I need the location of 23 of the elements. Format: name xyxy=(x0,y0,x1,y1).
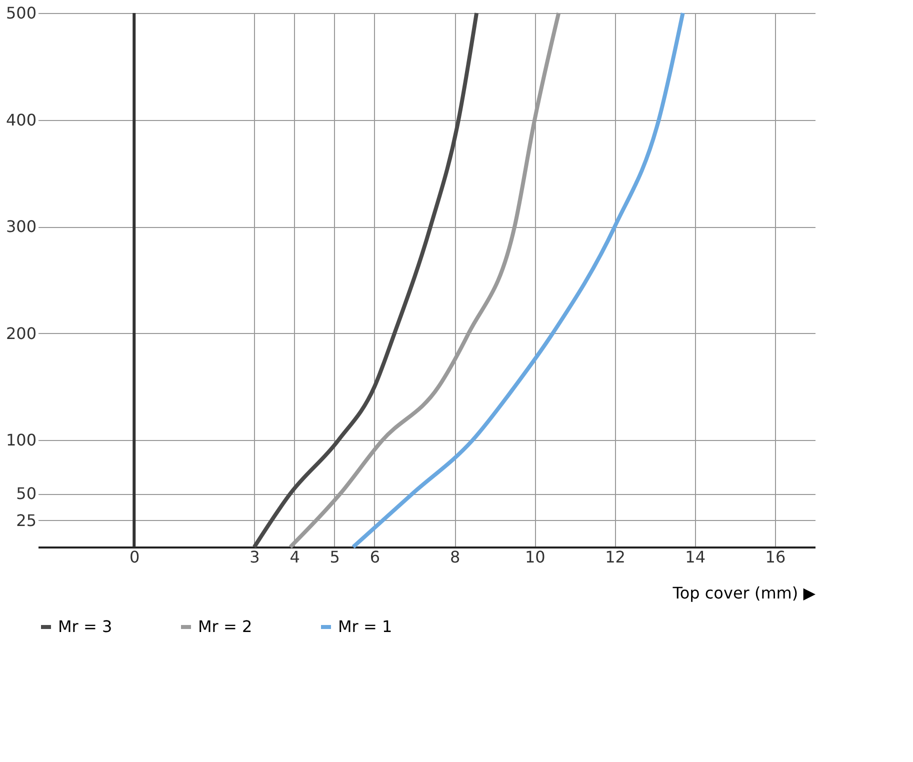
x-axis-title: Top cover (mm) ▶ xyxy=(672,584,816,602)
x-tick-label: 5 xyxy=(330,548,340,566)
line-series xyxy=(351,11,685,549)
x-tick-label: 0 xyxy=(130,548,140,566)
legend-label: Mr = 2 xyxy=(198,617,252,636)
x-tick-label: 3 xyxy=(250,548,260,566)
x-tick-label: 14 xyxy=(685,548,706,566)
y-tick-label: 500 xyxy=(6,4,36,22)
y-tick-label: 25 xyxy=(16,510,36,530)
y-tick-label: 400 xyxy=(6,110,36,130)
y-tick-label: 100 xyxy=(6,430,36,450)
y-tick-label: 200 xyxy=(6,324,36,343)
x-tick-label: 4 xyxy=(290,548,300,566)
x-tick-label: 8 xyxy=(450,548,460,566)
x-tick-label: 16 xyxy=(765,548,786,566)
x-tick-label: 6 xyxy=(370,548,380,566)
legend-label: Mr = 3 xyxy=(58,617,112,636)
x-tick-label: 12 xyxy=(605,548,626,566)
y-tick-label: 50 xyxy=(16,484,36,504)
legend-label: Mr = 1 xyxy=(338,617,392,636)
y-tick-label: 300 xyxy=(6,217,36,236)
line-series xyxy=(252,11,479,549)
x-tick-label: 10 xyxy=(524,548,546,566)
